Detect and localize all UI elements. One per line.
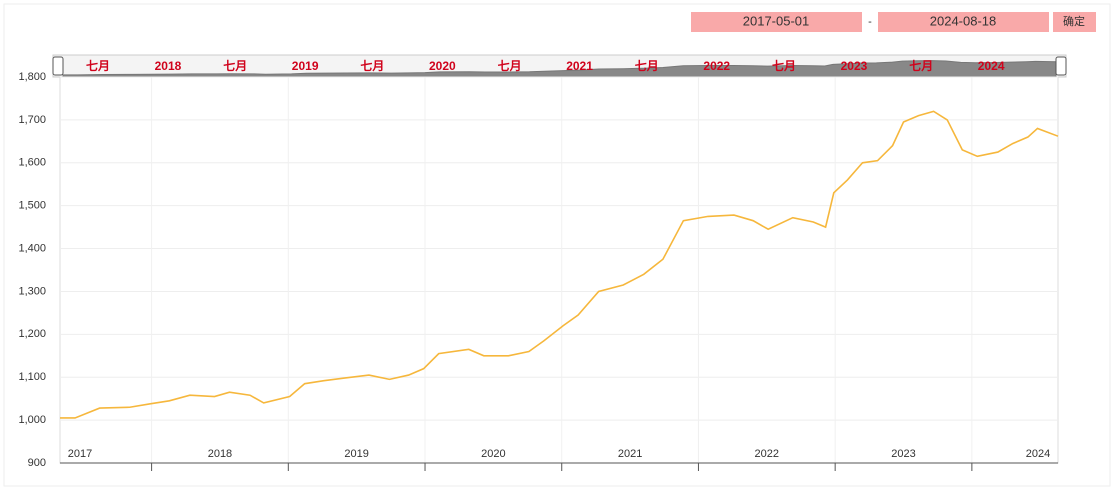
- x-tick-label: 2021: [618, 448, 642, 460]
- navigator-label: 七月: [635, 59, 659, 73]
- navigator-label: 2018: [155, 59, 182, 73]
- y-tick-label: 1,800: [18, 71, 46, 83]
- start-input[interactable]: [691, 12, 862, 32]
- confirm-label: 确定: [1063, 14, 1085, 28]
- y-tick-label: 1,500: [18, 200, 46, 212]
- nav-handle-left[interactable]: [52, 56, 64, 76]
- navigator-area: [62, 60, 1057, 78]
- x-tick-label: 2019: [344, 448, 368, 460]
- y-tick-label: 1,100: [18, 371, 46, 383]
- x-tick-label: 2020: [481, 448, 505, 460]
- y-tick-label: 900: [28, 457, 46, 469]
- navigator-label: 2021: [566, 59, 593, 73]
- range-dash: -: [868, 16, 872, 28]
- navigator-label: 七月: [498, 59, 522, 73]
- navigator-label: 2022: [703, 59, 730, 73]
- series-line: [60, 110, 1059, 419]
- y-tick-label: 1,400: [18, 242, 46, 254]
- y-tick-label: 1,300: [18, 285, 46, 297]
- navigator-label: 2019: [292, 59, 319, 73]
- navigator-label: 2020: [429, 59, 456, 73]
- x-tick-label: 2017: [68, 448, 92, 460]
- end-date: 2024-08-18: [930, 13, 997, 28]
- navigator-label: 七月: [223, 59, 247, 73]
- nav-handle-right[interactable]: [1055, 56, 1067, 76]
- x-tick-label: 2018: [208, 448, 232, 460]
- y-tick-label: 1,000: [18, 414, 46, 426]
- y-tick-label: 1,600: [18, 157, 46, 169]
- navigator-label: 七月: [86, 59, 110, 73]
- confirm-button[interactable]: [1053, 12, 1096, 32]
- y-tick-label: 1,200: [18, 328, 46, 340]
- navigator-label: 2023: [841, 59, 868, 73]
- x-tick-label: 2023: [891, 448, 915, 460]
- navigator-label: 七月: [909, 59, 933, 73]
- y-tick-label: 1,700: [18, 114, 46, 126]
- x-tick-label: 2022: [755, 448, 779, 460]
- navigator-label: 2024: [978, 59, 1005, 73]
- navigator-label: 七月: [772, 59, 796, 73]
- start-date: 2017-05-01: [743, 13, 810, 28]
- x-tick-label: 2024: [1026, 448, 1050, 460]
- navigator-label: 七月: [360, 59, 384, 73]
- end-input[interactable]: [878, 12, 1049, 32]
- frame: [3, 3, 1111, 487]
